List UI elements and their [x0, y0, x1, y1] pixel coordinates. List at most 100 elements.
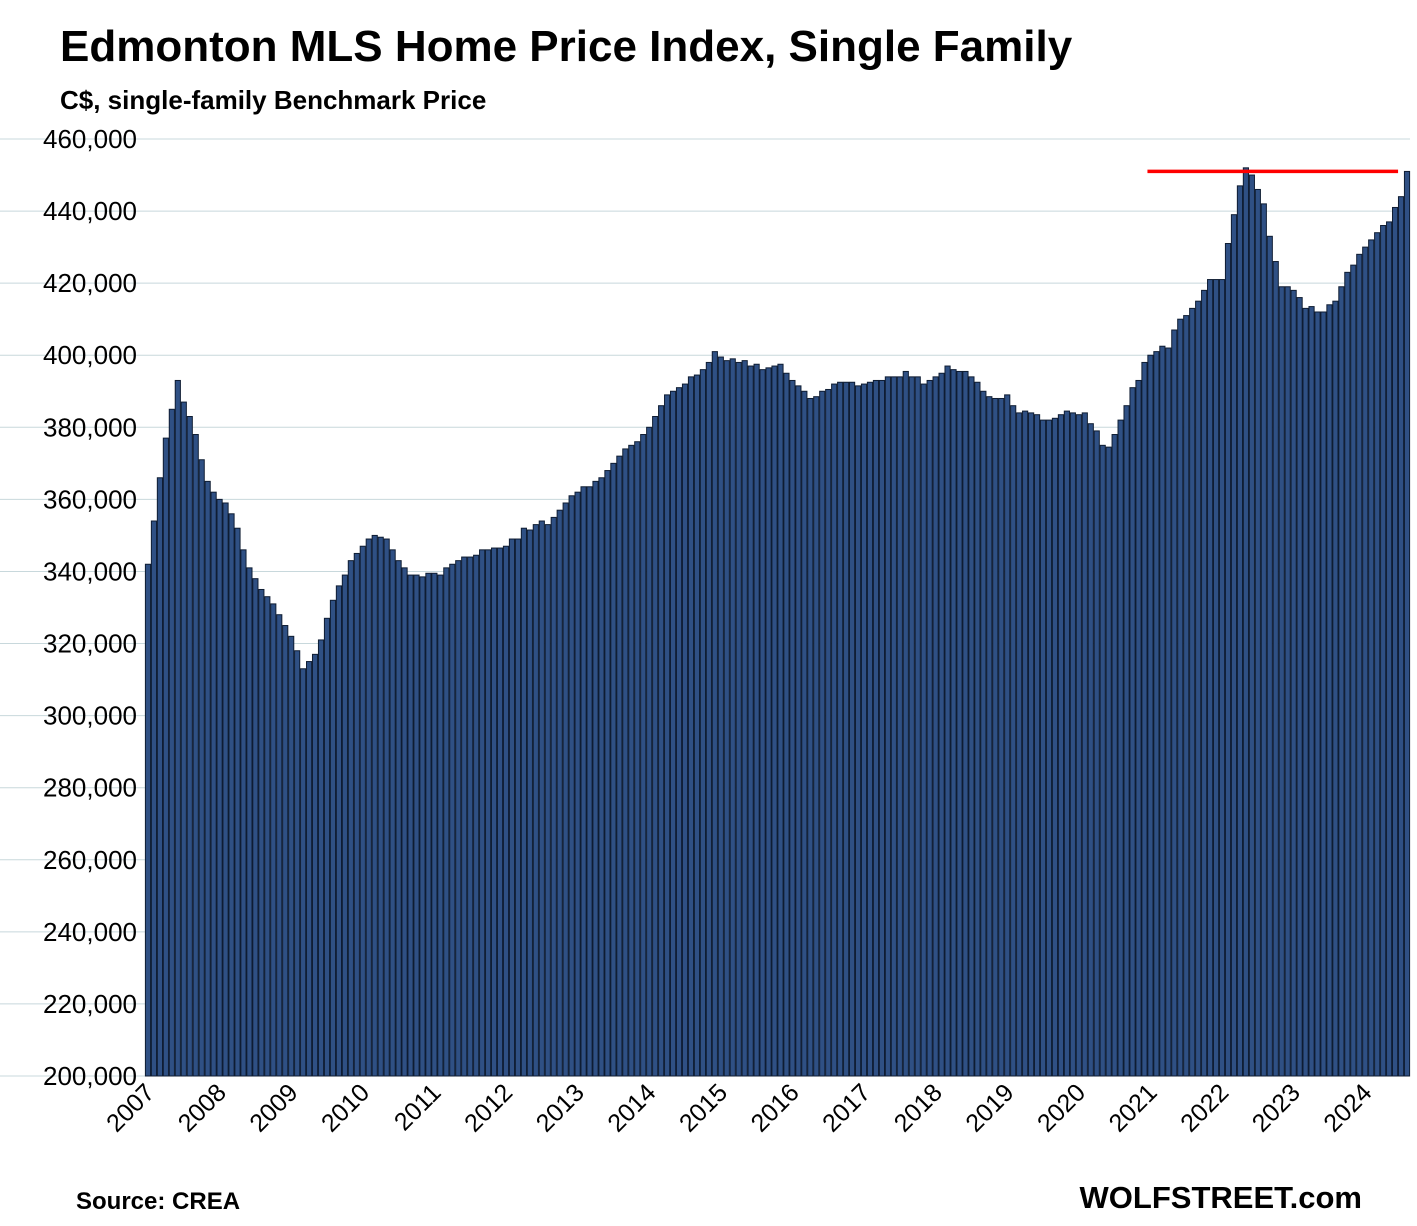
bar [1344, 271, 1351, 1077]
bar [640, 434, 647, 1077]
bar [687, 376, 695, 1077]
bar [437, 574, 444, 1077]
bar [634, 441, 641, 1077]
bar [496, 547, 504, 1077]
bar [1069, 412, 1076, 1077]
bar [1338, 286, 1345, 1077]
bar [753, 363, 760, 1077]
bar [1183, 315, 1190, 1077]
bar [294, 650, 301, 1077]
bar [1266, 235, 1273, 1077]
bar [168, 408, 175, 1077]
bar [425, 572, 432, 1077]
bar [252, 578, 259, 1077]
x-tick-label: 2018 [889, 1078, 948, 1137]
bar [1165, 347, 1172, 1077]
bar [580, 486, 587, 1077]
bar [1230, 214, 1238, 1077]
bar [508, 538, 516, 1077]
bar [311, 653, 319, 1077]
bar [1278, 286, 1285, 1077]
x-tick-label: 2022 [1175, 1078, 1234, 1137]
bar [604, 470, 611, 1077]
bar [777, 363, 784, 1077]
bar [992, 397, 999, 1077]
bar [1093, 430, 1100, 1077]
bar [1045, 419, 1053, 1077]
bar [162, 437, 169, 1077]
bar [431, 572, 438, 1077]
bar [1248, 174, 1255, 1077]
bar [556, 509, 563, 1077]
bar [443, 567, 450, 1077]
x-tick-label: 2013 [531, 1078, 590, 1137]
bar [819, 390, 826, 1077]
source-note: Source: CREA [76, 1188, 241, 1215]
y-tick-label: 280,000 [43, 773, 137, 803]
x-tick-label: 2014 [602, 1078, 661, 1137]
bar [1284, 286, 1291, 1077]
bar [729, 358, 736, 1077]
bar [837, 381, 844, 1077]
bar [1177, 318, 1184, 1077]
bar [765, 367, 772, 1077]
bar [144, 563, 152, 1077]
bar [747, 365, 754, 1077]
bar [365, 538, 372, 1077]
bar [210, 491, 217, 1077]
bar [825, 388, 832, 1077]
bar [1260, 203, 1267, 1077]
bar [878, 379, 886, 1077]
bar [514, 538, 522, 1077]
bar [932, 376, 939, 1077]
bar [741, 360, 748, 1077]
bar [198, 459, 205, 1077]
bar [562, 502, 569, 1077]
bar [1039, 419, 1047, 1077]
bar [1033, 414, 1041, 1077]
y-tick-label: 340,000 [43, 556, 137, 586]
bar [568, 495, 575, 1077]
bar [801, 390, 808, 1077]
bar [675, 387, 683, 1077]
bar [831, 383, 838, 1077]
bar [359, 545, 366, 1077]
bar [1320, 311, 1327, 1077]
bar [520, 527, 527, 1077]
bar [628, 444, 635, 1077]
bar [1296, 297, 1303, 1077]
bar [866, 381, 874, 1077]
bar [1236, 185, 1244, 1077]
x-tick-label: 2016 [746, 1078, 805, 1137]
bar [264, 596, 271, 1077]
bar [1022, 410, 1029, 1077]
bar [455, 560, 462, 1077]
bar [1224, 243, 1232, 1077]
y-tick-label: 440,000 [43, 196, 137, 226]
bar [1254, 188, 1261, 1077]
bar [234, 527, 241, 1077]
bar [598, 477, 605, 1077]
bar [1189, 307, 1196, 1077]
x-tick-label: 2023 [1247, 1078, 1306, 1137]
bar [705, 361, 712, 1077]
bar [216, 498, 223, 1077]
bar [986, 396, 993, 1077]
bar [1386, 221, 1393, 1077]
bar [1374, 232, 1381, 1077]
bar [980, 390, 987, 1077]
bar [479, 549, 486, 1077]
x-tick-label: 2020 [1032, 1078, 1091, 1137]
bar [353, 552, 360, 1077]
bar [317, 639, 325, 1077]
bar [1356, 253, 1363, 1077]
bar [240, 549, 247, 1077]
bar [962, 370, 969, 1077]
bar [246, 567, 253, 1077]
bar [950, 369, 957, 1077]
x-tick-label: 2015 [674, 1078, 733, 1137]
x-tick-label: 2011 [389, 1078, 447, 1136]
bar [944, 365, 951, 1077]
bar [1326, 304, 1333, 1077]
